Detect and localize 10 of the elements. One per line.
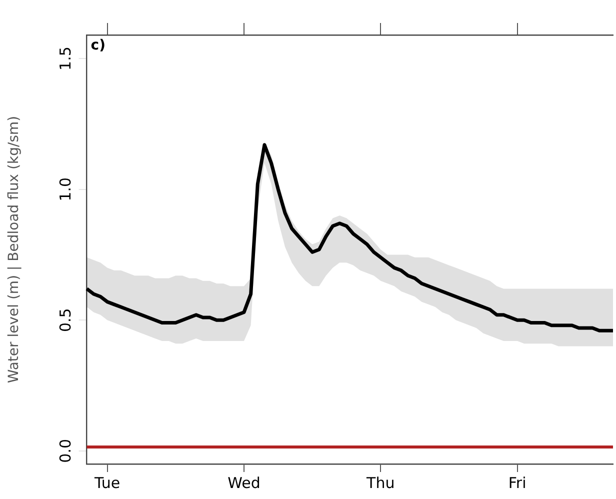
x-tick-label: Wed	[228, 474, 260, 492]
x-tick-label: Tue	[93, 474, 120, 492]
y-tick-label: 1.0	[56, 177, 75, 202]
x-tick-label: Thu	[366, 474, 395, 492]
y-axis-title: Water level (m) | Bedload flux (kg/sm)	[6, 116, 22, 384]
annotation: c)	[90, 38, 106, 54]
y-tick-label: 0.5	[56, 308, 75, 332]
y-tick-label: 0.0	[56, 438, 75, 463]
y-tick-label: 1.5	[56, 46, 75, 70]
x-tick-label: Fri	[508, 474, 526, 492]
